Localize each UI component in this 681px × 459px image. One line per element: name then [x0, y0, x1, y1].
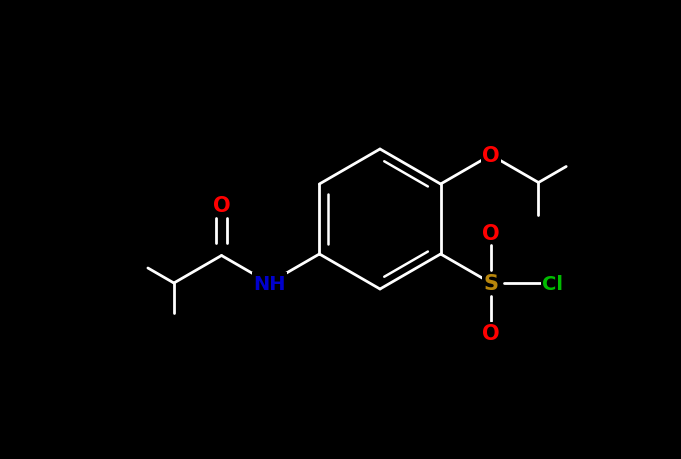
- Text: O: O: [212, 196, 230, 216]
- Text: O: O: [482, 146, 500, 166]
- Text: O: O: [482, 224, 500, 243]
- Text: NH: NH: [253, 274, 285, 293]
- Text: S: S: [484, 274, 498, 293]
- Text: O: O: [482, 323, 500, 343]
- Text: Cl: Cl: [542, 274, 563, 293]
